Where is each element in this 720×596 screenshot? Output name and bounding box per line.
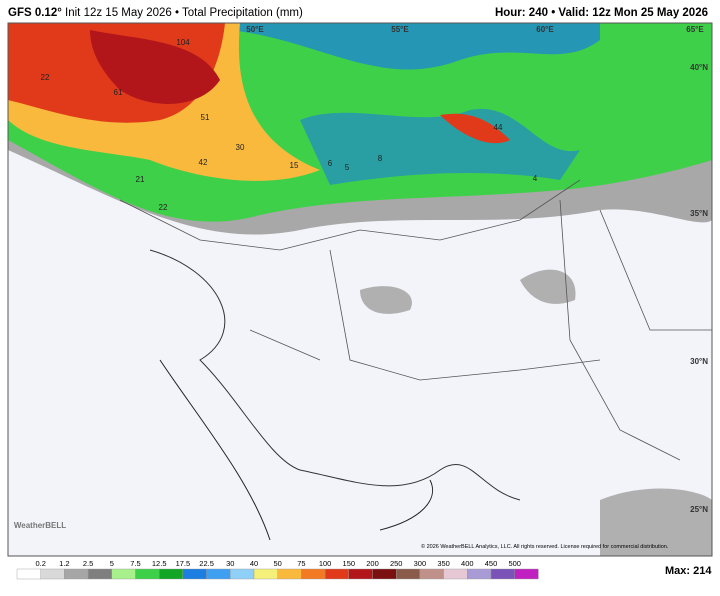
legend-swatch xyxy=(301,568,326,580)
precip-value: 8 xyxy=(378,154,383,163)
separator: • xyxy=(551,7,555,19)
legend-swatch xyxy=(206,568,231,580)
lat-label: 30°N xyxy=(690,357,708,366)
legend-swatch xyxy=(467,568,492,580)
copyright: © 2026 WeatherBELL Analytics, LLC. All r… xyxy=(421,543,669,550)
legend-swatch xyxy=(396,568,421,580)
legend-label: 5 xyxy=(110,559,114,568)
precip-value: 30 xyxy=(236,143,245,152)
legend-label: 500 xyxy=(508,559,521,568)
legend-swatch xyxy=(64,568,89,580)
legend-swatch xyxy=(419,568,444,580)
lon-label: 55°E xyxy=(391,25,409,34)
legend-label: 17.5 xyxy=(176,559,191,568)
header-right: Hour: 240 • Valid: 12z Mon 25 May 2026 xyxy=(495,7,708,19)
legend-swatch xyxy=(230,568,255,580)
legend-swatch xyxy=(372,568,397,580)
precip-value: 61 xyxy=(114,88,123,97)
valid: Valid: 12z Mon 25 May 2026 xyxy=(558,7,708,19)
map-frame xyxy=(7,22,713,557)
header-left: GFS 0.12° Init 12z 15 May 2026 • Total P… xyxy=(8,7,303,19)
precip-value: 22 xyxy=(41,73,50,82)
product: Total Precipitation (mm) xyxy=(182,7,303,19)
precip-value: 5 xyxy=(345,163,350,172)
run: Init 12z 15 May 2026 xyxy=(65,7,172,19)
legend-swatch xyxy=(277,568,302,580)
legend-label: 30 xyxy=(226,559,234,568)
legend-swatch xyxy=(324,568,350,580)
legend-swatch xyxy=(348,568,373,580)
lat-label: 25°N xyxy=(690,505,708,514)
legend-label: 250 xyxy=(390,559,403,568)
precip-value: 42 xyxy=(199,158,208,167)
legend-swatch xyxy=(40,568,65,580)
lat-label: 40°N xyxy=(690,63,708,72)
logo: WeatherBELL xyxy=(14,521,66,530)
legend-label: 75 xyxy=(297,559,305,568)
legend-label: 300 xyxy=(414,559,427,568)
legend-swatch xyxy=(135,568,160,580)
precip-value: 44 xyxy=(494,123,503,132)
legend-label: 450 xyxy=(485,559,498,568)
legend-label: 0.2 xyxy=(35,559,45,568)
separator: • xyxy=(175,7,179,19)
legend-label: 40 xyxy=(250,559,258,568)
model: GFS 0.12° xyxy=(8,7,62,19)
hour: Hour: 240 xyxy=(495,7,548,19)
legend-swatch xyxy=(111,568,136,580)
legend-swatch xyxy=(16,568,41,580)
legend-label: 150 xyxy=(343,559,356,568)
precip-value: 15 xyxy=(290,161,299,170)
legend-swatch xyxy=(490,568,515,580)
legend-swatch xyxy=(253,568,278,580)
precip-value: 104 xyxy=(176,38,190,47)
legend-label: 50 xyxy=(274,559,282,568)
precip-value: 4 xyxy=(533,174,538,183)
legend-swatch xyxy=(443,568,468,580)
legend-label: 1.2 xyxy=(59,559,69,568)
legend-label: 12.5 xyxy=(152,559,167,568)
legend-label: 350 xyxy=(437,559,450,568)
legend-label: 200 xyxy=(366,559,379,568)
precip-value: 22 xyxy=(159,203,168,212)
precip-value: 51 xyxy=(201,113,210,122)
legend-swatch xyxy=(87,568,112,580)
legend-label: 100 xyxy=(319,559,332,568)
legend-label: 7.5 xyxy=(130,559,140,568)
max-value: Max: 214 xyxy=(665,565,712,577)
lon-label: 60°E xyxy=(536,25,554,34)
map xyxy=(8,23,712,556)
legend-label: 22.5 xyxy=(199,559,214,568)
precip-value: 21 xyxy=(136,175,145,184)
legend-swatch xyxy=(158,568,184,580)
legend-swatch xyxy=(182,568,207,580)
legend-label: 2.5 xyxy=(83,559,93,568)
lon-label: 65°E xyxy=(686,25,704,34)
lon-label: 50°E xyxy=(246,25,264,34)
legend-label: 400 xyxy=(461,559,474,568)
legend-swatch xyxy=(514,568,539,580)
precip-value: 6 xyxy=(328,159,333,168)
lat-label: 35°N xyxy=(690,209,708,218)
